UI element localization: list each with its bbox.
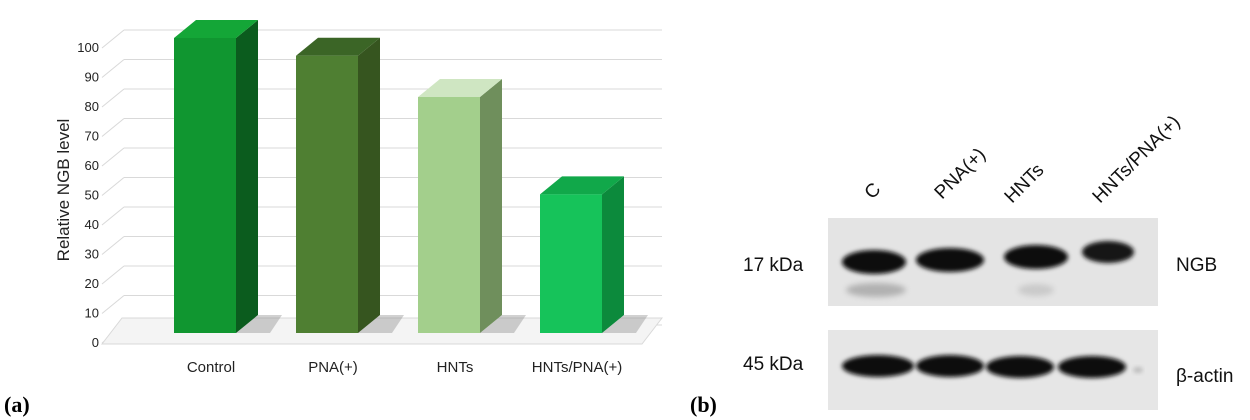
- y-tick-label: 0: [92, 335, 99, 350]
- band: [1133, 367, 1143, 373]
- bar-top: [540, 176, 624, 195]
- marker-label-ngb: 17 kDa: [743, 255, 804, 276]
- bars: [174, 20, 648, 333]
- band: [1082, 241, 1134, 263]
- blot-strip-actin: [828, 330, 1158, 410]
- band: [916, 248, 984, 272]
- marker-label-actin: 45 kDa: [743, 354, 804, 375]
- bar-side: [602, 176, 624, 333]
- x-tick-label: Control: [187, 359, 235, 376]
- protein-label-ngb: NGB: [1176, 255, 1217, 276]
- lane-label: HNTs/PNA(+): [1089, 112, 1185, 208]
- gridline-tick: [101, 118, 125, 137]
- y-axis-label: Relative NGB level: [54, 119, 73, 262]
- band: [1058, 356, 1126, 378]
- gridline-tick: [101, 147, 125, 167]
- band: [986, 356, 1054, 378]
- x-tick-label: HNTs/PNA(+): [532, 359, 622, 376]
- x-tick-label: PNA(+): [308, 359, 358, 376]
- band: [1018, 284, 1054, 296]
- lane-label: C: [861, 179, 886, 204]
- gridline-tick: [101, 295, 125, 314]
- band: [842, 355, 914, 377]
- gridline-tick: [101, 206, 125, 226]
- gridline-tick: [101, 88, 125, 108]
- bar-side: [480, 79, 502, 333]
- band: [842, 250, 906, 274]
- gridline-tick: [101, 265, 125, 285]
- y-tick-label: 90: [85, 70, 99, 85]
- lane-label: HNTs: [1001, 160, 1049, 208]
- blot-strip-ngb: [828, 218, 1158, 306]
- bar-top: [418, 79, 502, 97]
- bar-chart: 0 10 20 30 40 50 60 70 80 90 100 Control PNA(+) HNTs…: [54, 20, 664, 376]
- bar: [174, 38, 236, 333]
- gridline-tick: [101, 236, 125, 255]
- band: [916, 355, 984, 377]
- y-tick-label: 30: [85, 247, 99, 262]
- western-blot: C PNA(+) HNTs HNTs/PNA(+): [743, 112, 1233, 410]
- y-tick-label: 40: [85, 217, 99, 232]
- x-axis-ticks: Control PNA(+) HNTs HNTs/PNA(+): [187, 359, 622, 376]
- gridline-tick: [101, 177, 125, 196]
- y-tick-label: 50: [85, 188, 99, 203]
- bar-shadow: [236, 315, 282, 333]
- y-tick-label: 20: [85, 276, 99, 291]
- y-tick-label: 70: [85, 129, 99, 144]
- bar: [418, 97, 480, 333]
- band: [1004, 245, 1068, 269]
- lane-label: PNA(+): [931, 144, 990, 203]
- bar-shadow: [480, 315, 526, 333]
- bar: [540, 194, 602, 333]
- protein-label-actin: β-actin: [1176, 366, 1233, 387]
- lane-labels: C PNA(+) HNTs HNTs/PNA(+): [861, 112, 1185, 208]
- band: [846, 283, 906, 297]
- gridline-tick: [101, 59, 125, 78]
- bar-side: [236, 20, 258, 333]
- bar-shadow: [602, 315, 648, 333]
- bar-top: [296, 37, 380, 56]
- bar-top: [174, 20, 258, 38]
- x-tick-label: HNTs: [437, 359, 474, 376]
- y-axis-ticks: 0 10 20 30 40 50 60 70 80 90 100: [77, 40, 99, 350]
- panel-label-b: (b): [690, 392, 717, 417]
- y-tick-label: 60: [85, 158, 99, 173]
- y-tick-label: 10: [85, 306, 99, 321]
- gridline-tick: [101, 29, 125, 49]
- bar-side: [358, 37, 380, 333]
- panel-label-a: (a): [4, 392, 30, 417]
- y-tick-label: 100: [77, 40, 99, 55]
- bar: [296, 55, 358, 333]
- bar-shadow: [358, 315, 404, 333]
- y-tick-label: 80: [85, 99, 99, 114]
